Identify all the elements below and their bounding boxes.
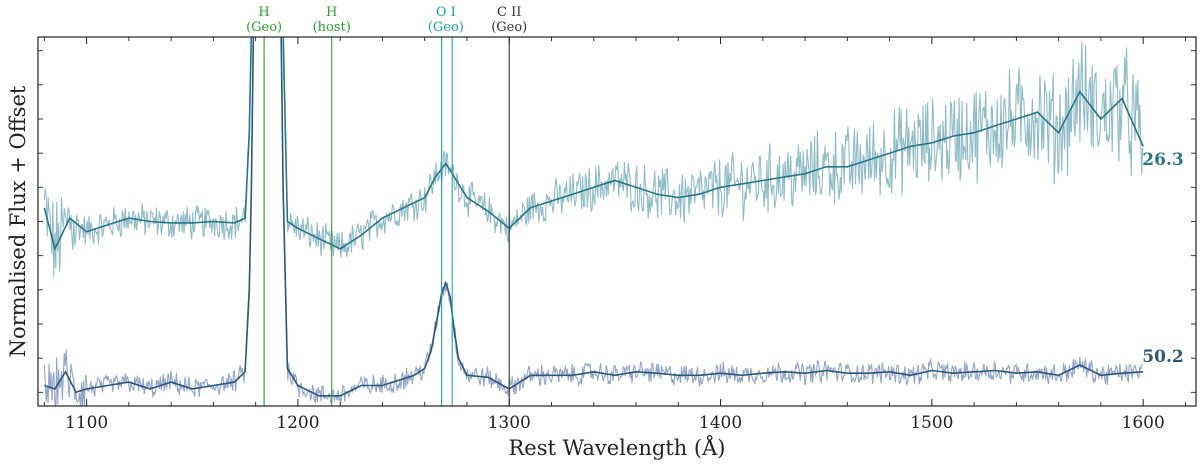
x-tick-label: 1600 <box>1122 413 1165 433</box>
x-axis-label: Rest Wavelength (Å) <box>508 435 725 460</box>
x-axis-ticks: 1100 1200 1300 1400 1500 1600 <box>38 37 1196 433</box>
series-label-50.2: 50.2 <box>1142 347 1183 367</box>
line-label-source: (Geo) <box>428 20 464 35</box>
line-label-name: C II <box>497 5 521 20</box>
line-label-name: H <box>326 5 337 20</box>
line-label-source: (host) <box>313 20 351 35</box>
raw-spectra <box>43 37 1144 406</box>
line-label-source: (Geo) <box>491 20 527 35</box>
line-label-source: (Geo) <box>246 20 282 35</box>
series-label-26.3: 26.3 <box>1142 150 1183 170</box>
x-tick-label: 1200 <box>276 413 319 433</box>
spectral-line-markers <box>263 37 510 406</box>
x-tick-label: 1400 <box>699 413 742 433</box>
smoothed-spectrum-26.3 <box>43 37 1144 252</box>
line-label-name: H <box>258 5 269 20</box>
raw-spectrum-26.3 <box>43 37 1144 278</box>
line-label-name: O I <box>436 5 456 20</box>
series-labels: 26.3 50.2 <box>1142 150 1183 367</box>
smoothed-spectrum-50.2 <box>44 37 1144 397</box>
x-tick-label: 1500 <box>910 413 953 433</box>
line-labels: H(Geo)H(host)O I(Geo)C II(Geo) <box>246 5 527 35</box>
x-tick-label: 1300 <box>488 413 531 433</box>
x-tick-label: 1100 <box>65 413 108 433</box>
y-axis-label: Normalised Flux + Offset <box>6 85 30 357</box>
